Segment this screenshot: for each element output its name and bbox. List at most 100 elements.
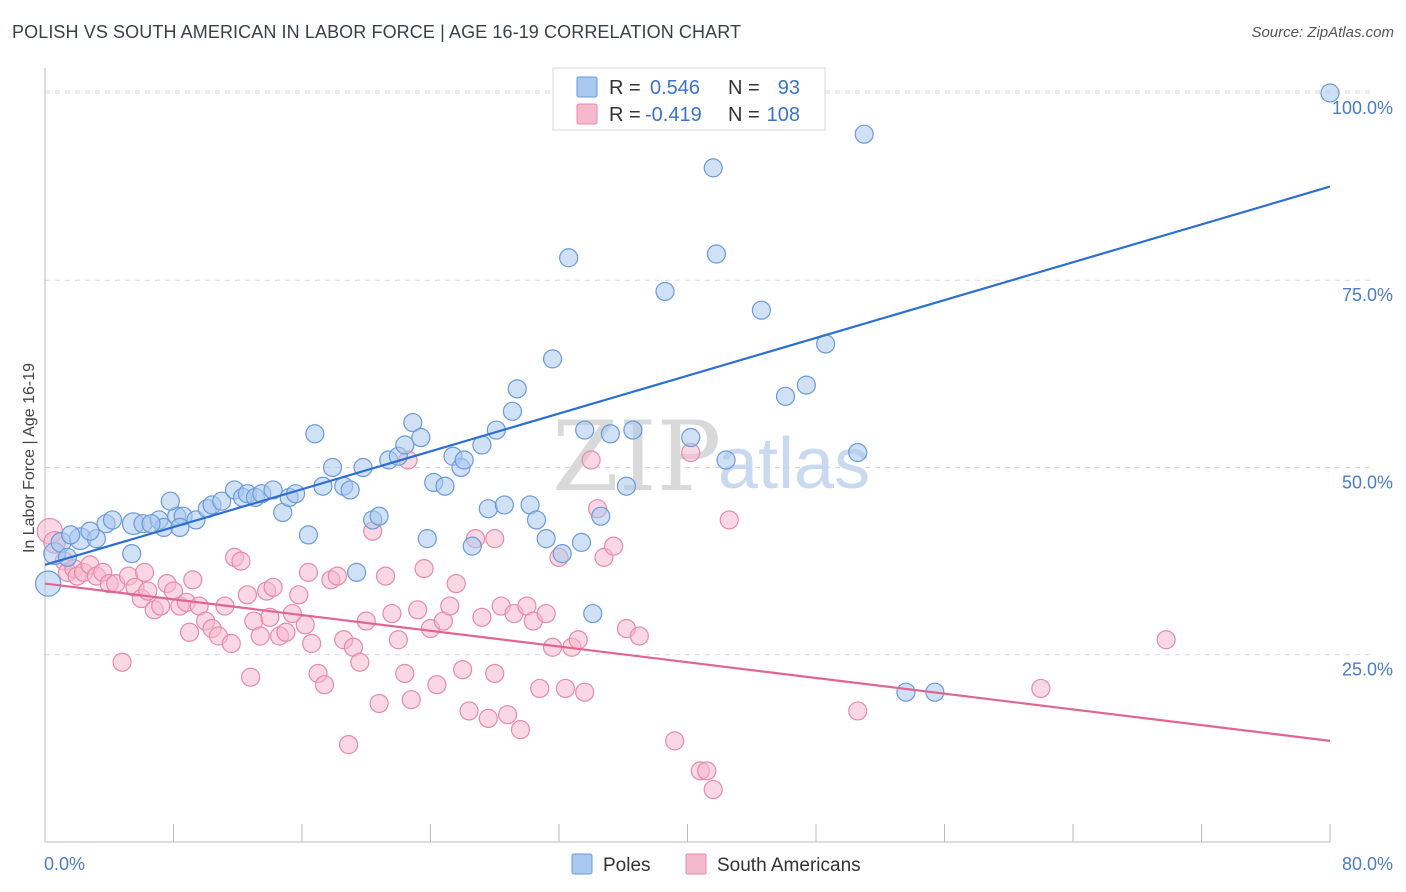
south-americans-point-32 — [237, 585, 257, 605]
south-americans-point-85 — [575, 682, 595, 702]
south-americans-point-82 — [555, 678, 576, 699]
poles-point-42 — [403, 412, 423, 433]
legend-n-label-south-americans: N = — [728, 104, 760, 126]
south-americans-point-56 — [388, 630, 408, 650]
south-americans-point-107 — [134, 562, 155, 582]
south-americans-point-31 — [231, 551, 251, 571]
poles-point-69 — [623, 420, 643, 440]
y-tick-label-3: 100.0% — [1332, 98, 1393, 118]
x-tick-label-max: 80.0% — [1342, 854, 1393, 874]
south-americans-point-100 — [1156, 630, 1176, 650]
south-americans-point-18 — [151, 596, 171, 616]
south-americans-point-55 — [382, 603, 402, 624]
poles-point-58 — [526, 510, 547, 530]
chart-title: POLISH VS SOUTH AMERICAN IN LABOR FORCE … — [12, 22, 742, 42]
south-americans-point-98 — [848, 701, 868, 721]
poles-point-81 — [896, 682, 916, 702]
poles-point-89 — [61, 525, 81, 545]
poles-point-52 — [478, 499, 498, 519]
poles-point-29 — [298, 525, 319, 545]
poles-point-79 — [848, 442, 868, 463]
poles-point-41 — [395, 435, 415, 455]
poles-point-30 — [305, 424, 325, 444]
poles-point-90 — [80, 521, 100, 541]
poles-point-74 — [716, 450, 736, 470]
poles-point-46 — [435, 476, 455, 496]
south-americans-points — [36, 442, 1176, 800]
poles-point-34 — [340, 480, 360, 500]
legend-n-value-south-americans: 108 — [767, 104, 800, 126]
south-americans-point-60 — [414, 559, 434, 579]
poles-point-32 — [322, 457, 343, 478]
poles-trendline — [44, 185, 1331, 566]
series-legend: Poles South Americans — [571, 853, 861, 876]
south-americans-point-12 — [112, 652, 132, 672]
poles-point-71 — [681, 427, 701, 448]
poles-point-7 — [122, 544, 142, 564]
south-americans-point-59 — [408, 600, 428, 620]
poles-point-31 — [313, 476, 333, 496]
poles-point-76 — [775, 386, 796, 406]
south-americans-point-96 — [703, 779, 723, 800]
poles-point-54 — [494, 495, 514, 515]
stats-legend-frame — [552, 67, 826, 131]
legend-r-label-poles: R = — [609, 77, 641, 99]
y-tick-label-1: 50.0% — [1342, 472, 1393, 492]
south-americans-point-73 — [498, 705, 518, 725]
watermark-atlas: atlas — [718, 424, 870, 504]
south-americans-point-105 — [241, 667, 261, 687]
south-americans-point-92 — [665, 731, 685, 751]
south-americans-point-40 — [289, 585, 309, 605]
south-americans-point-69 — [472, 607, 492, 627]
south-americans-point-64 — [440, 596, 460, 616]
y-tick-label-0: 25.0% — [1342, 660, 1393, 680]
legend-n-value-poles: 93 — [778, 77, 800, 99]
south-americans-point-102 — [485, 529, 505, 549]
poles-point-65 — [583, 603, 603, 624]
south-americans-point-91 — [629, 626, 649, 646]
poles-point-73 — [706, 244, 727, 264]
south-americans-point-38 — [276, 622, 296, 642]
axes — [44, 68, 1331, 843]
poles-point-68 — [616, 476, 637, 496]
poles-point-80 — [854, 124, 874, 144]
poles-point-62 — [559, 248, 579, 268]
poles-point-61 — [552, 544, 572, 564]
legend-swatch-south-americans — [576, 103, 598, 125]
poles-point-70 — [655, 281, 675, 302]
watermark: ZIP atlas — [552, 401, 870, 513]
south-americans-point-104 — [260, 607, 280, 627]
south-americans-point-95 — [697, 761, 717, 781]
south-americans-point-79 — [536, 603, 556, 624]
south-americans-point-84 — [568, 630, 588, 650]
poles-point-49 — [454, 450, 474, 470]
south-americans-point-48 — [338, 735, 359, 755]
south-americans-point-78 — [530, 678, 550, 699]
south-americans-point-50 — [350, 652, 370, 672]
y-tick-labels: 25.0% 50.0% 75.0% 100.0% — [1332, 98, 1393, 680]
south-americans-point-70 — [478, 708, 498, 729]
poles-point-92 — [141, 514, 161, 534]
south-americans-point-75 — [510, 720, 531, 740]
south-americans-point-106 — [179, 622, 200, 642]
poles-point-66 — [591, 506, 611, 526]
south-americans-point-42 — [302, 633, 322, 654]
poles-point-55 — [502, 401, 523, 421]
poles-point-43 — [411, 427, 431, 448]
poles-point-50 — [462, 536, 482, 556]
south-americans-point-67 — [459, 701, 479, 721]
poles-point-67 — [600, 424, 621, 444]
south-americans-point-71 — [485, 663, 505, 684]
south-americans-point-58 — [401, 690, 421, 710]
poles-point-19 — [212, 491, 232, 511]
south-americans-point-103 — [298, 562, 319, 582]
legend-r-label-south-americans: R = — [609, 104, 641, 126]
south-americans-point-66 — [453, 660, 473, 680]
south-americans-point-86 — [581, 450, 601, 470]
south-americans-point-65 — [446, 573, 466, 594]
poles-point-77 — [796, 375, 816, 395]
stats-legend: R = 0.546 N = 93 R = -0.419 N = 108 — [552, 67, 826, 131]
poles-point-91 — [102, 510, 123, 530]
south-americans-point-97 — [719, 510, 739, 530]
south-americans-point-44 — [314, 675, 335, 695]
